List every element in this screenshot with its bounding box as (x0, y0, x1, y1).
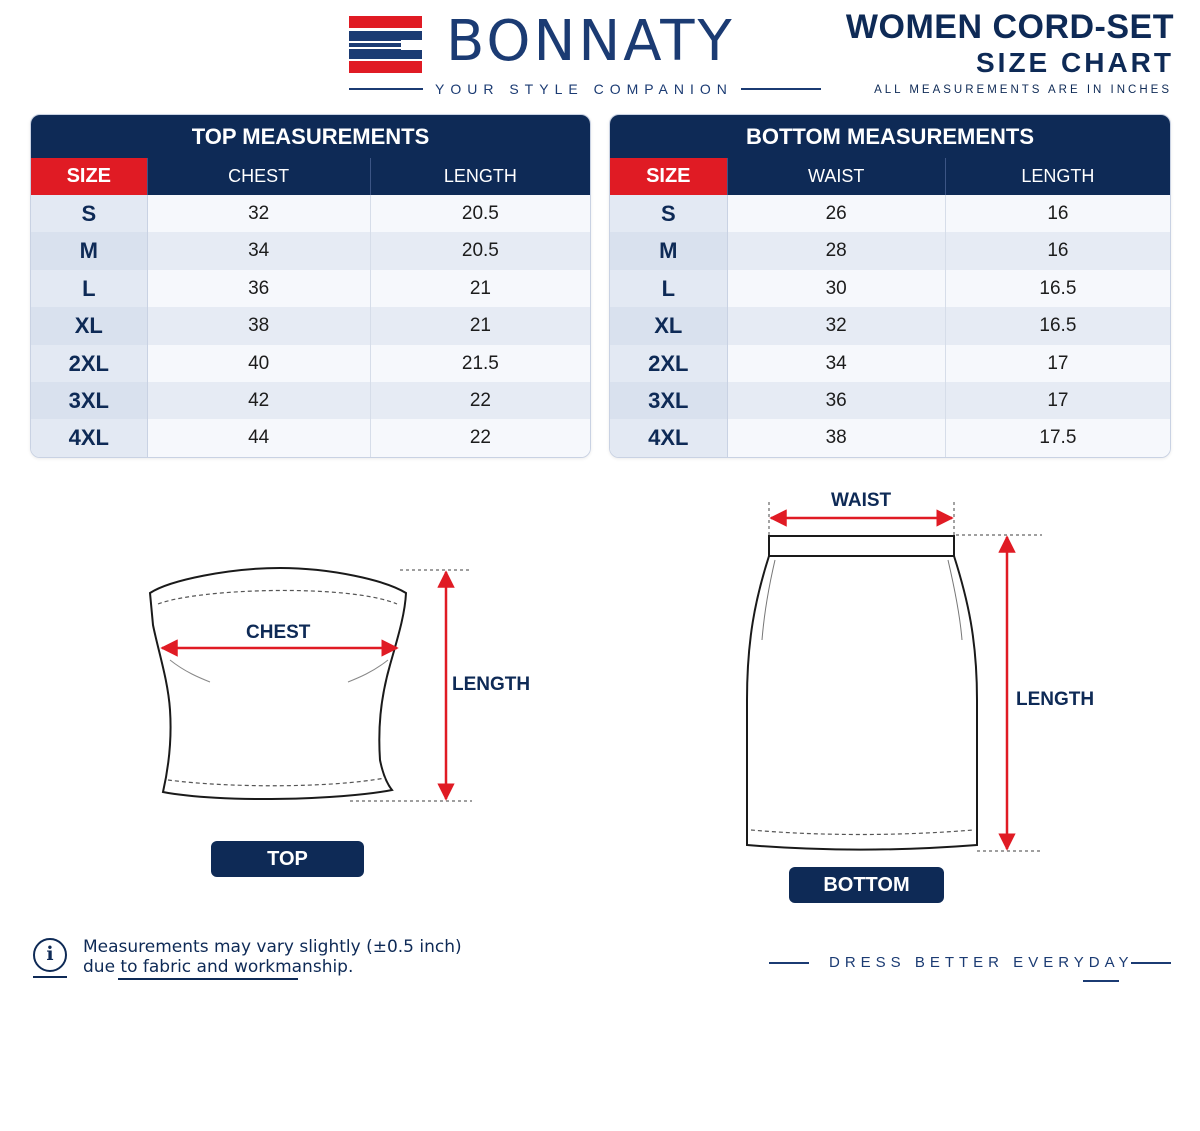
length-cell: 21.5 (370, 344, 590, 382)
size-cell: 4XL (610, 419, 728, 457)
table-row: 2XL 34 17 (610, 344, 1170, 382)
table-header-row: SIZE WAIST LENGTH (610, 158, 1170, 195)
table-row: XL 32 16.5 (610, 307, 1170, 345)
waist-cell: 28 (727, 232, 946, 270)
size-cell: S (31, 195, 148, 233)
chest-cell: 38 (147, 307, 371, 345)
table-row: M 28 16 (610, 232, 1170, 270)
size-cell: 3XL (31, 381, 148, 420)
header-waist: WAIST (726, 158, 945, 195)
size-cell: 4XL (31, 419, 148, 457)
top-caption-badge: TOP (211, 841, 364, 877)
chest-cell: 42 (147, 381, 371, 420)
page-subtitle: SIZE CHART (976, 47, 1174, 78)
length-cell: 17.5 (945, 419, 1170, 457)
waist-cell: 32 (727, 307, 946, 345)
units-note: ALL MEASUREMENTS ARE IN INCHES (874, 84, 1172, 96)
size-cell: 2XL (610, 344, 728, 382)
length-cell: 20.5 (370, 195, 590, 233)
table-row: 4XL 38 17.5 (610, 419, 1170, 457)
table-row: XL 38 21 (31, 307, 590, 345)
size-cell: M (610, 232, 728, 270)
disclaimer-line-1: Measurements may vary slightly (±0.5 inc… (83, 937, 462, 957)
tagline-text: YOUR STYLE COMPANION (435, 81, 733, 97)
chest-cell: 40 (147, 344, 371, 382)
size-cell: M (31, 232, 148, 270)
header-length: LENGTH (944, 158, 1170, 195)
chest-cell: 44 (147, 419, 371, 457)
length-cell: 17 (945, 344, 1170, 382)
bottom-measurements-table: BOTTOM MEASUREMENTS SIZE WAIST LENGTH S … (609, 114, 1171, 458)
size-cell: XL (31, 307, 148, 345)
table-row: S 32 20.5 (31, 195, 590, 233)
waist-cell: 38 (727, 419, 946, 457)
length-cell: 16 (945, 195, 1170, 233)
waist-cell: 26 (727, 195, 946, 233)
slogan-text: DRESS BETTER EVERYDAY (829, 954, 1134, 971)
size-cell: L (610, 269, 728, 308)
slogan-rule-right (1131, 962, 1171, 964)
length-cell: 22 (370, 419, 590, 457)
length-cell: 16 (945, 232, 1170, 270)
size-cell: XL (610, 307, 728, 345)
chest-cell: 36 (147, 269, 371, 308)
table-header-row: SIZE CHEST LENGTH (31, 158, 590, 195)
length-cell: 16.5 (945, 307, 1170, 345)
table-row: 4XL 44 22 (31, 419, 590, 457)
skirt-length-label: LENGTH (1016, 689, 1095, 710)
size-cell: S (610, 195, 728, 233)
skirt-garment-outline (746, 535, 978, 851)
slogan: DRESS BETTER EVERYDAY (769, 951, 1171, 975)
length-cell: 21 (370, 269, 590, 308)
length-cell: 17 (945, 381, 1170, 420)
length-cell: 21 (370, 307, 590, 345)
size-cell: 3XL (610, 381, 728, 420)
brand-logo-icon (349, 16, 422, 73)
top-length-label: LENGTH (452, 674, 531, 695)
slogan-underline (1083, 980, 1119, 982)
waist-cell: 36 (727, 381, 946, 420)
top-garment-outline (148, 566, 408, 800)
table-title: BOTTOM MEASUREMENTS (610, 115, 1170, 158)
slogan-rule-left (769, 962, 809, 964)
length-cell: 16.5 (945, 269, 1170, 308)
header-chest: CHEST (146, 158, 370, 195)
length-cell: 20.5 (370, 232, 590, 270)
tagline: YOUR STYLE COMPANION (349, 78, 821, 100)
table-row: M 34 20.5 (31, 232, 590, 270)
waist-label: WAIST (831, 490, 892, 511)
table-row: L 30 16.5 (610, 269, 1170, 308)
header-size: SIZE (610, 158, 727, 195)
table-title: TOP MEASUREMENTS (31, 115, 590, 158)
table-row: L 36 21 (31, 269, 590, 308)
brand-name: BONNATY (446, 9, 735, 74)
chest-cell: 32 (147, 195, 371, 233)
page-title: WOMEN CORD-SET (845, 8, 1174, 46)
top-measurements-table: TOP MEASUREMENTS SIZE CHEST LENGTH S 32 … (30, 114, 591, 458)
disclaimer-line-2: due to fabric and workmanship. (83, 957, 354, 977)
chest-cell: 34 (147, 232, 371, 270)
waist-cell: 30 (727, 269, 946, 308)
table-row: 3XL 36 17 (610, 381, 1170, 420)
info-underline (33, 976, 67, 978)
header-size: SIZE (31, 158, 147, 195)
disclaimer-underline (118, 978, 298, 980)
chest-label: CHEST (246, 622, 311, 643)
header-length: LENGTH (369, 158, 590, 195)
size-cell: L (31, 269, 148, 308)
length-cell: 22 (370, 381, 590, 420)
tagline-rule-left (349, 88, 423, 90)
info-icon: i (33, 938, 67, 972)
table-row: 3XL 42 22 (31, 381, 590, 420)
bottom-caption-badge: BOTTOM (789, 867, 944, 903)
size-cell: 2XL (31, 344, 148, 382)
table-row: S 26 16 (610, 195, 1170, 233)
table-row: 2XL 40 21.5 (31, 344, 590, 382)
tagline-rule-right (741, 88, 821, 90)
waist-cell: 34 (727, 344, 946, 382)
